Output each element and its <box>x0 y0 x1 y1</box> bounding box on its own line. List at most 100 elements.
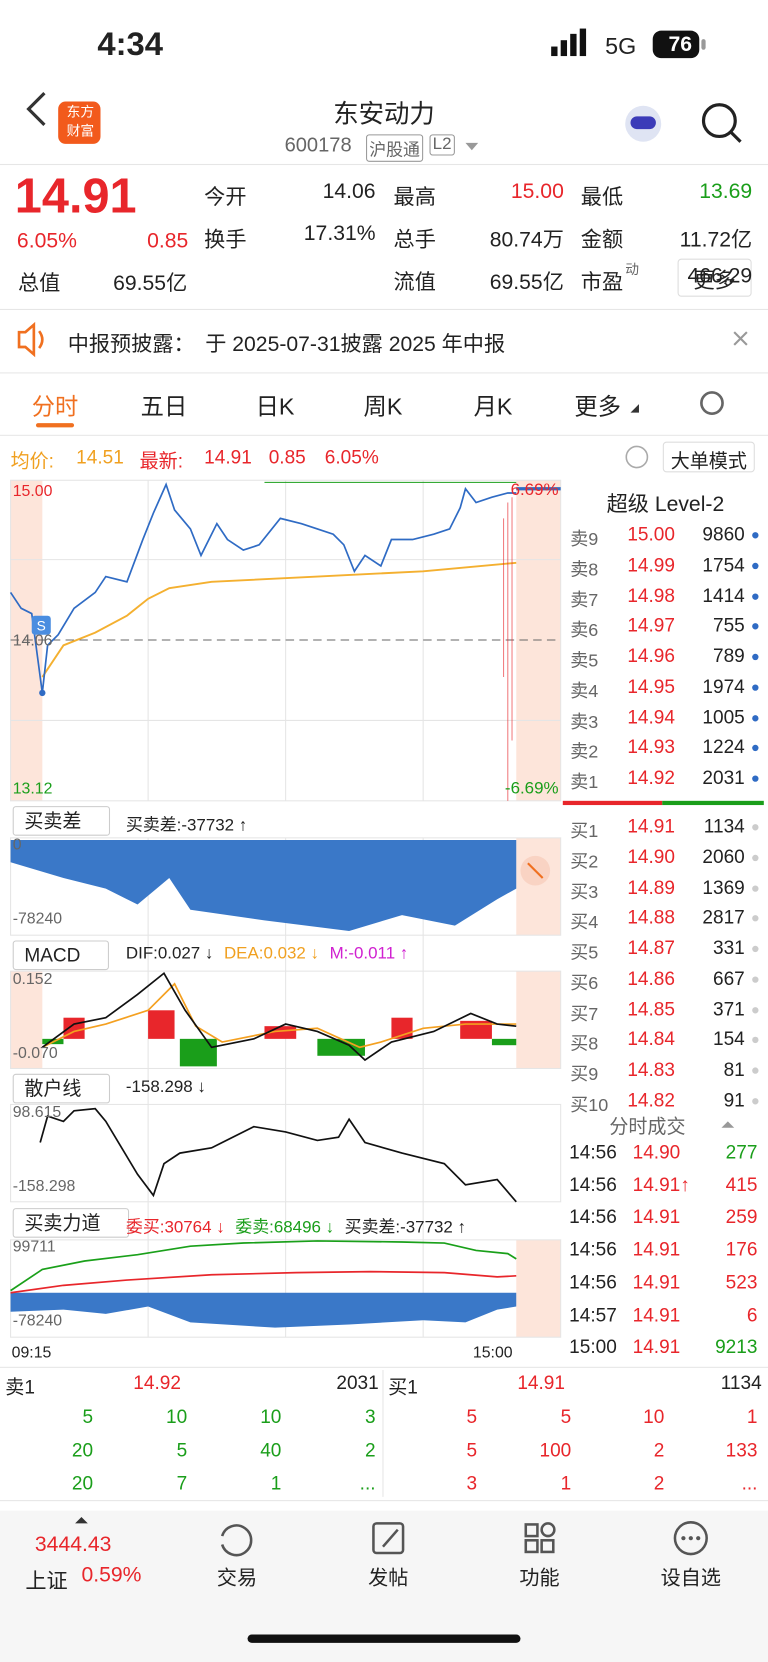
trade-time: 14:56 <box>569 1206 617 1228</box>
time-start: 09:15 <box>11 1343 52 1362</box>
book-price: 14.95 <box>627 675 675 697</box>
queue-cell: 7 <box>176 1472 188 1494</box>
book-volume: 9860 <box>702 523 745 545</box>
book-volume: 789 <box>712 645 745 667</box>
panel-value: DEA:0.032 ↓ <box>223 944 319 963</box>
panel-selector[interactable]: 买卖差 <box>12 806 111 836</box>
index-name[interactable]: 上证 <box>25 1569 68 1594</box>
stat-sup: 动 <box>625 261 639 278</box>
stat-label: 总值 <box>17 271 61 296</box>
book-volume: 1974 <box>702 675 745 697</box>
book-label: 卖1 <box>570 772 599 793</box>
queue-cell: 5 <box>82 1405 94 1428</box>
stat-value: 14.06 <box>322 179 376 204</box>
divider <box>0 1366 768 1368</box>
logo: 东方 财富 <box>59 103 101 141</box>
notice-text[interactable]: 于 2025-07-31披露 2025 年中报 <box>205 333 506 357</box>
queue-cell: 5 <box>466 1439 478 1461</box>
book-volume: 1369 <box>702 876 745 898</box>
panel-top: 98.615 <box>12 1103 62 1122</box>
trade-volume: 176 <box>725 1238 758 1261</box>
stat-label: 换手 <box>204 228 247 252</box>
book-price: 14.96 <box>627 645 675 667</box>
queue-cell: 10 <box>260 1405 282 1428</box>
queue-bid-price: 14.91 <box>517 1372 565 1394</box>
stat-value: 17.31% <box>303 222 376 246</box>
book-volume: 755 <box>712 614 745 637</box>
trade-volume: 523 <box>725 1271 758 1293</box>
panel-selector[interactable]: 散户线 <box>12 1073 111 1104</box>
book-label: 买8 <box>570 1033 599 1054</box>
panel-value: 买卖差:-37732 ↑ <box>344 1218 467 1237</box>
trade-price: 14.91↑ <box>632 1173 690 1196</box>
stat-label: 金额 <box>580 228 624 252</box>
book-price: 14.99 <box>627 554 675 576</box>
book-price: 15.00 <box>627 523 675 545</box>
tab[interactable]: 五日 <box>140 393 188 420</box>
tab[interactable]: 更多 <box>574 393 621 420</box>
queue-cell: ... <box>741 1472 758 1494</box>
more-button[interactable]: 更多 <box>693 269 736 294</box>
mode-button[interactable]: 大单模式 <box>670 450 747 472</box>
book-label: 买9 <box>570 1064 599 1085</box>
book-dot <box>752 824 759 831</box>
stat-value: 466.29 <box>687 264 753 288</box>
stat-value: 13.69 <box>699 179 753 204</box>
nav-item[interactable]: 发帖 <box>368 1567 409 1591</box>
queue-cell: 1 <box>270 1472 282 1494</box>
tab[interactable]: 月K <box>473 393 513 420</box>
queue-cell: 1 <box>746 1405 758 1428</box>
panel-value: -158.298 ↓ <box>125 1078 206 1096</box>
trade-price: 14.91 <box>632 1271 681 1293</box>
queue-cell: 2 <box>653 1439 665 1461</box>
nav-item[interactable]: 交易 <box>216 1567 258 1591</box>
divider <box>0 308 768 310</box>
book-label: 卖6 <box>570 620 599 641</box>
panel-bottom: -158.298 <box>12 1177 76 1196</box>
book-price: 14.89 <box>627 876 675 898</box>
book-volume: 371 <box>712 998 745 1020</box>
logo-line: 财富 <box>66 122 95 139</box>
book-dot <box>752 1097 759 1105</box>
nav-item[interactable]: 设自选 <box>660 1567 721 1591</box>
panel-value: 买卖差:-37732 ↑ <box>125 816 248 835</box>
book-label: 买2 <box>570 851 599 872</box>
panel-bottom: -78240 <box>12 909 63 928</box>
pct: 6.05% <box>16 229 77 253</box>
trades-title[interactable]: 分时成交 <box>609 1116 686 1138</box>
book-price: 14.85 <box>627 998 675 1020</box>
queue-cell: 3 <box>466 1472 478 1494</box>
book-dot <box>752 623 759 630</box>
book-volume: 2060 <box>702 846 745 868</box>
change: 0.85 <box>147 229 189 253</box>
book-dot <box>752 653 759 661</box>
tag: 沪股通 <box>366 134 424 162</box>
tab[interactable]: 分时 <box>31 393 79 420</box>
panel-value: 委买:30764 ↓ <box>125 1218 225 1237</box>
book-dot <box>752 854 759 861</box>
index-value[interactable]: 3444.43 <box>34 1532 112 1557</box>
tab[interactable]: 日K <box>255 393 295 420</box>
book-price: 14.82 <box>627 1089 675 1111</box>
index-pct[interactable]: 0.59% <box>81 1563 142 1587</box>
book-volume: 1005 <box>702 706 745 728</box>
book-label: 卖7 <box>570 589 599 610</box>
panel-selector[interactable]: MACD <box>12 940 109 971</box>
queue-bid-label: 买1 <box>388 1376 418 1398</box>
queue-cell: 20 <box>71 1439 94 1461</box>
latest-pct: 6.05% <box>324 446 379 468</box>
logo-line: 东方 <box>66 103 95 120</box>
notice-label[interactable]: 中报预披露： <box>67 333 195 357</box>
panel-selector[interactable]: 买卖力道 <box>12 1208 130 1238</box>
stat-label: 市盈 <box>580 270 624 295</box>
book-price: 14.83 <box>627 1058 675 1081</box>
stat-label: 今开 <box>204 186 247 210</box>
tab[interactable]: 周K <box>363 393 403 420</box>
stat-label: 最高 <box>393 186 436 210</box>
nav-item[interactable]: 功能 <box>519 1567 560 1591</box>
book-dot <box>752 745 759 752</box>
stat-label: 最低 <box>580 186 624 210</box>
book-dot <box>752 684 759 691</box>
book-label: 买1 <box>570 820 599 842</box>
